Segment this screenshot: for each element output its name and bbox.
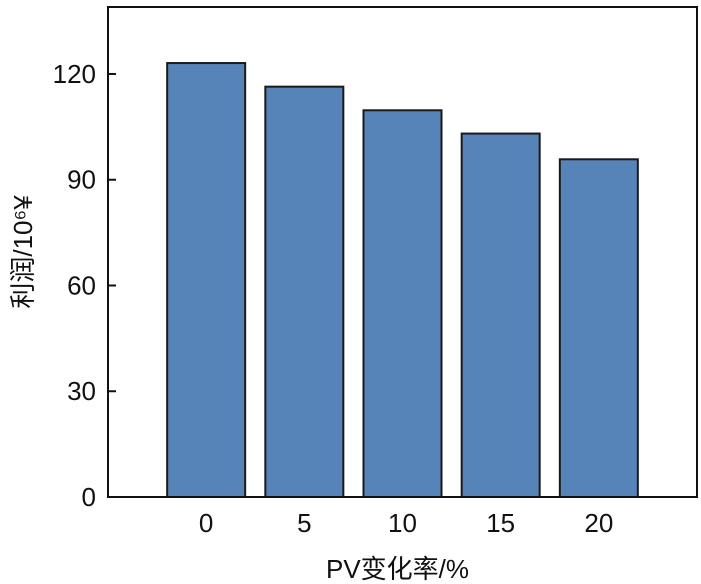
x-tick-label: 5 <box>297 508 311 538</box>
bar-0 <box>166 62 247 499</box>
plot-frame <box>107 6 698 498</box>
x-tick-label: 15 <box>486 508 515 538</box>
y-tick-label: 120 <box>53 59 96 89</box>
x-axis-label: PV变化率/% <box>326 554 469 584</box>
bar-10 <box>362 109 443 498</box>
x-tick-label: 20 <box>584 508 613 538</box>
y-axis-label: 利润/10⁶¥ <box>8 195 38 309</box>
bar-20 <box>558 158 639 498</box>
x-tick-label: 10 <box>388 508 417 538</box>
y-tick-label: 0 <box>82 482 96 512</box>
x-tick-label: 0 <box>199 508 213 538</box>
bar-5 <box>264 85 345 498</box>
bar-15 <box>460 132 541 498</box>
y-tick-label: 60 <box>67 270 96 300</box>
y-tick-label: 30 <box>67 376 96 406</box>
y-tick-label: 90 <box>67 165 96 195</box>
